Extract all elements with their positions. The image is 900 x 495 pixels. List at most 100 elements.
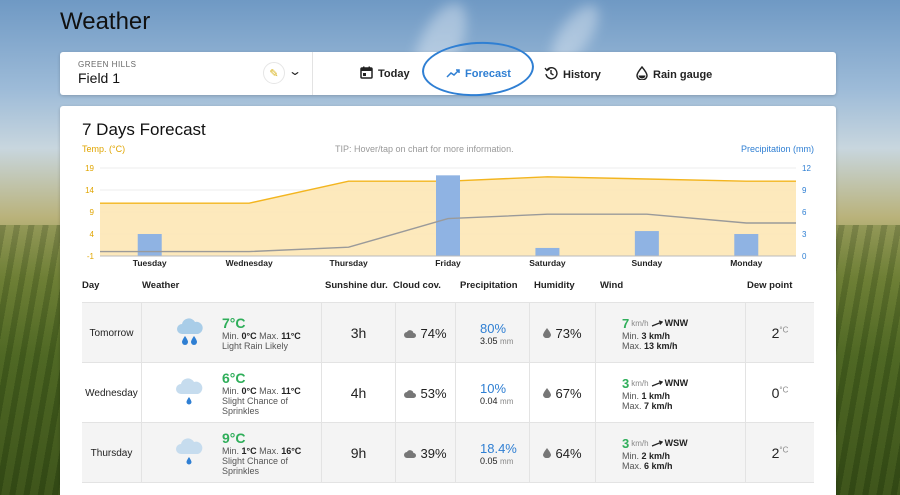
weather-description: Light Rain Likely xyxy=(222,341,289,351)
day-label: Wednesday xyxy=(85,387,138,399)
sunshine-value: 4h xyxy=(350,385,367,401)
temp-min-max: Min. 0°C Max. 11°C xyxy=(222,386,301,396)
x-tick-label: Thursday xyxy=(329,258,368,268)
cloud-icon xyxy=(404,326,417,341)
wind-max: Max. 7 km/h xyxy=(622,400,673,411)
temp-tick-label: 4 xyxy=(90,230,95,239)
tab-forecast[interactable]: Forecast xyxy=(446,66,511,81)
precip-tick-label: 12 xyxy=(802,164,811,173)
humidity-value: 67% xyxy=(555,385,582,401)
tab-today-label: Today xyxy=(378,68,410,80)
temp-tick-label: 14 xyxy=(85,186,94,195)
precip-amount: 0.04 mm xyxy=(480,395,514,406)
cloud-cover-value: 74% xyxy=(420,325,447,341)
temp-tick-label: -1 xyxy=(87,252,95,261)
droplet-icon xyxy=(636,65,648,83)
header-humidity: Humidity xyxy=(534,280,575,291)
chevron-down-icon[interactable]: ⌄ xyxy=(287,64,303,78)
table-header: Day Weather Sunshine dur. Cloud cov. Pre… xyxy=(82,280,814,294)
pencil-icon: ✎ xyxy=(269,67,279,80)
location-toolbar: GREEN HILLS Field 1 ✎ ⌄ Today Forecast H… xyxy=(60,39,836,99)
dew-point-value: 2°C xyxy=(771,445,789,461)
temp-min-max: Min. 0°C Max. 11°C xyxy=(222,331,301,341)
sunshine-value: 3h xyxy=(350,325,367,341)
tab-history-label: History xyxy=(563,68,601,81)
wind-direction-icon xyxy=(651,316,664,331)
tab-forecast-label: Forecast xyxy=(465,67,511,80)
tab-rain-gauge[interactable]: Rain gauge xyxy=(636,65,713,83)
wind-min: Min. 2 km/h xyxy=(622,450,671,461)
tab-rain-gauge-label: Rain gauge xyxy=(653,68,713,81)
precip-bar xyxy=(137,234,162,256)
wind-max: Max. 13 km/h xyxy=(622,340,678,351)
temp-axis-label: Temp. (°C) xyxy=(82,144,126,154)
tab-history[interactable]: History xyxy=(544,66,601,83)
x-tick-label: Sunday xyxy=(632,258,663,268)
header-sunshine: Sunshine dur. xyxy=(325,280,388,291)
chart-tip: TIP: Hover/tap on chart for more informa… xyxy=(335,144,514,154)
wind-speed: 3 km/h WNW xyxy=(622,375,689,391)
precip-bar xyxy=(734,234,759,256)
x-tick-label: Tuesday xyxy=(133,258,167,268)
header-wind: Wind xyxy=(600,280,624,291)
forecast-title: 7 Days Forecast xyxy=(82,120,206,139)
toolbar-divider xyxy=(312,52,313,95)
humidity-droplet-icon xyxy=(543,446,552,461)
header-dew: Dew point xyxy=(747,280,793,291)
wind-min: Min. 3 km/h xyxy=(622,330,671,341)
weather-description: Slight Chance of Sprinkles xyxy=(222,456,289,476)
location-selector[interactable]: GREEN HILLS Field 1 xyxy=(78,60,136,86)
precip-tick-label: 9 xyxy=(802,186,807,195)
header-weather: Weather xyxy=(142,280,180,291)
temp-min-line xyxy=(100,213,796,253)
header-day: Day xyxy=(82,280,100,291)
location-field: Field 1 xyxy=(78,70,121,86)
forecast-chart[interactable]: 19 12 14 9 9 6 4 3 -1 0 Tuesday Wednesday Thursday Fr… xyxy=(80,158,816,270)
tab-today[interactable]: Today xyxy=(360,66,410,82)
location-region: GREEN HILLS xyxy=(78,60,137,69)
x-tick-label: Saturday xyxy=(529,258,566,268)
precip-bar xyxy=(535,247,560,256)
temp-tick-label: 19 xyxy=(85,164,94,173)
wind-speed: 3 km/h WSW xyxy=(622,435,688,451)
sprinkle-cloud-icon xyxy=(164,378,216,408)
temp-tick-label: 9 xyxy=(90,208,95,217)
day-label: Tomorrow xyxy=(89,327,134,339)
weather-description: Slight Chance of Sprinkles xyxy=(222,396,289,416)
humidity-value: 64% xyxy=(555,445,582,461)
humidity-value: 73% xyxy=(555,325,582,341)
table-row[interactable]: Tomorrow 7°C Min. 0°C Max. 11°C Light Ra… xyxy=(82,303,814,363)
sprinkle-cloud-icon xyxy=(164,438,216,468)
cloud-cover-value: 53% xyxy=(420,385,447,401)
precip-tick-label: 0 xyxy=(802,252,807,261)
x-tick-label: Monday xyxy=(730,258,762,268)
forecast-table: Tomorrow 7°C Min. 0°C Max. 11°C Light Ra… xyxy=(82,302,814,483)
precip-bar xyxy=(634,231,659,256)
app-title: Weather xyxy=(60,8,151,35)
precip-probability: 80% xyxy=(480,320,507,336)
wind-min: Min. 1 km/h xyxy=(622,390,671,401)
calendar-icon xyxy=(360,66,373,82)
precip-bar xyxy=(436,175,460,256)
wind-max: Max. 6 km/h xyxy=(622,460,673,471)
precip-axis-label: Precipitation (mm) xyxy=(740,144,814,154)
table-row[interactable]: Thursday 9°C Min. 1°C Max. 16°C Slight C… xyxy=(82,423,814,483)
cloud-cover-value: 39% xyxy=(420,445,447,461)
header-precip: Precipitation xyxy=(460,280,518,291)
forecast-panel: 7 Days Forecast Temp. (°C) TIP: Hover/ta… xyxy=(60,106,836,495)
x-tick-label: Wednesday xyxy=(226,258,273,268)
dew-point-value: 0°C xyxy=(771,385,789,401)
humidity-droplet-icon xyxy=(543,386,552,401)
x-tick-label: Friday xyxy=(435,258,461,268)
precip-probability: 10% xyxy=(480,380,507,396)
edit-location-button[interactable]: ✎ xyxy=(263,62,285,84)
temp-min-max: Min. 1°C Max. 16°C xyxy=(222,446,302,456)
wind-direction-icon xyxy=(651,376,664,391)
precip-amount: 0.05 mm xyxy=(480,455,514,466)
precip-probability: 18.4% xyxy=(480,440,517,456)
weather-temp: 7°C xyxy=(222,315,246,331)
precip-amount: 3.05 mm xyxy=(480,335,514,346)
weather-temp: 6°C xyxy=(222,370,246,386)
weather-temp: 9°C xyxy=(222,430,246,446)
table-row[interactable]: Wednesday 6°C Min. 0°C Max. 11°C Slight … xyxy=(82,363,814,423)
